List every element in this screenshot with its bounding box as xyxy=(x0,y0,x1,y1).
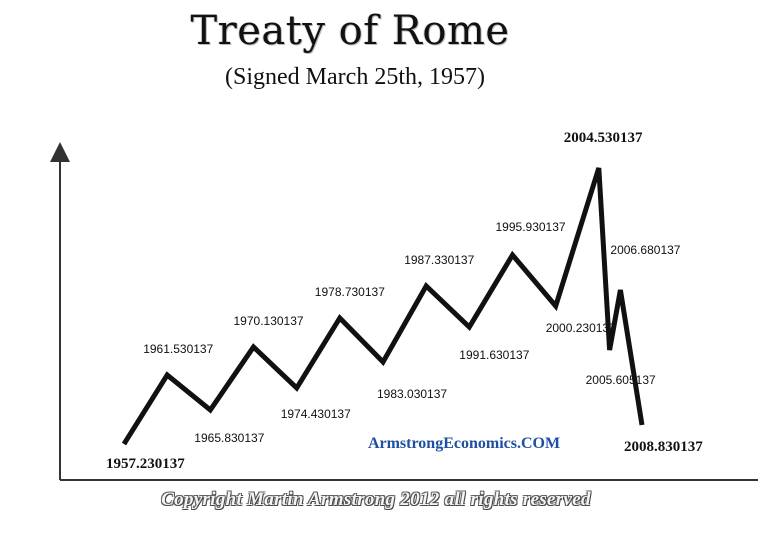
point-label-6: 1983.030137 xyxy=(377,387,447,401)
point-label-12: 2005.605137 xyxy=(586,373,656,387)
point-label-1: 1961.530137 xyxy=(143,342,213,356)
chart-subtitle: (Signed March 25th, 1957) xyxy=(225,64,485,90)
point-label-0: 1957.230137 xyxy=(106,456,185,472)
copyright-text: Copyright Martin Armstrong 2012 all righ… xyxy=(161,489,591,510)
point-label-11: 2004.530137 xyxy=(564,130,643,146)
point-label-3: 1970.130137 xyxy=(234,314,304,328)
point-label-2: 1965.830137 xyxy=(194,431,264,445)
point-label-13: 2006.680137 xyxy=(610,243,680,257)
chart-title: Treaty of Rome xyxy=(190,8,510,54)
point-label-7: 1987.330137 xyxy=(404,253,474,267)
point-label-4: 1974.430137 xyxy=(281,407,351,421)
cycle-line xyxy=(121,167,645,446)
point-label-10: 2000.230137 xyxy=(546,321,616,335)
point-label-14: 2008.830137 xyxy=(624,439,703,455)
point-label-9: 1995.930137 xyxy=(496,220,566,234)
point-label-8: 1991.630137 xyxy=(459,348,529,362)
point-label-5: 1978.730137 xyxy=(315,285,385,299)
watermark-text: ArmstrongEconomics.COM xyxy=(368,435,560,452)
